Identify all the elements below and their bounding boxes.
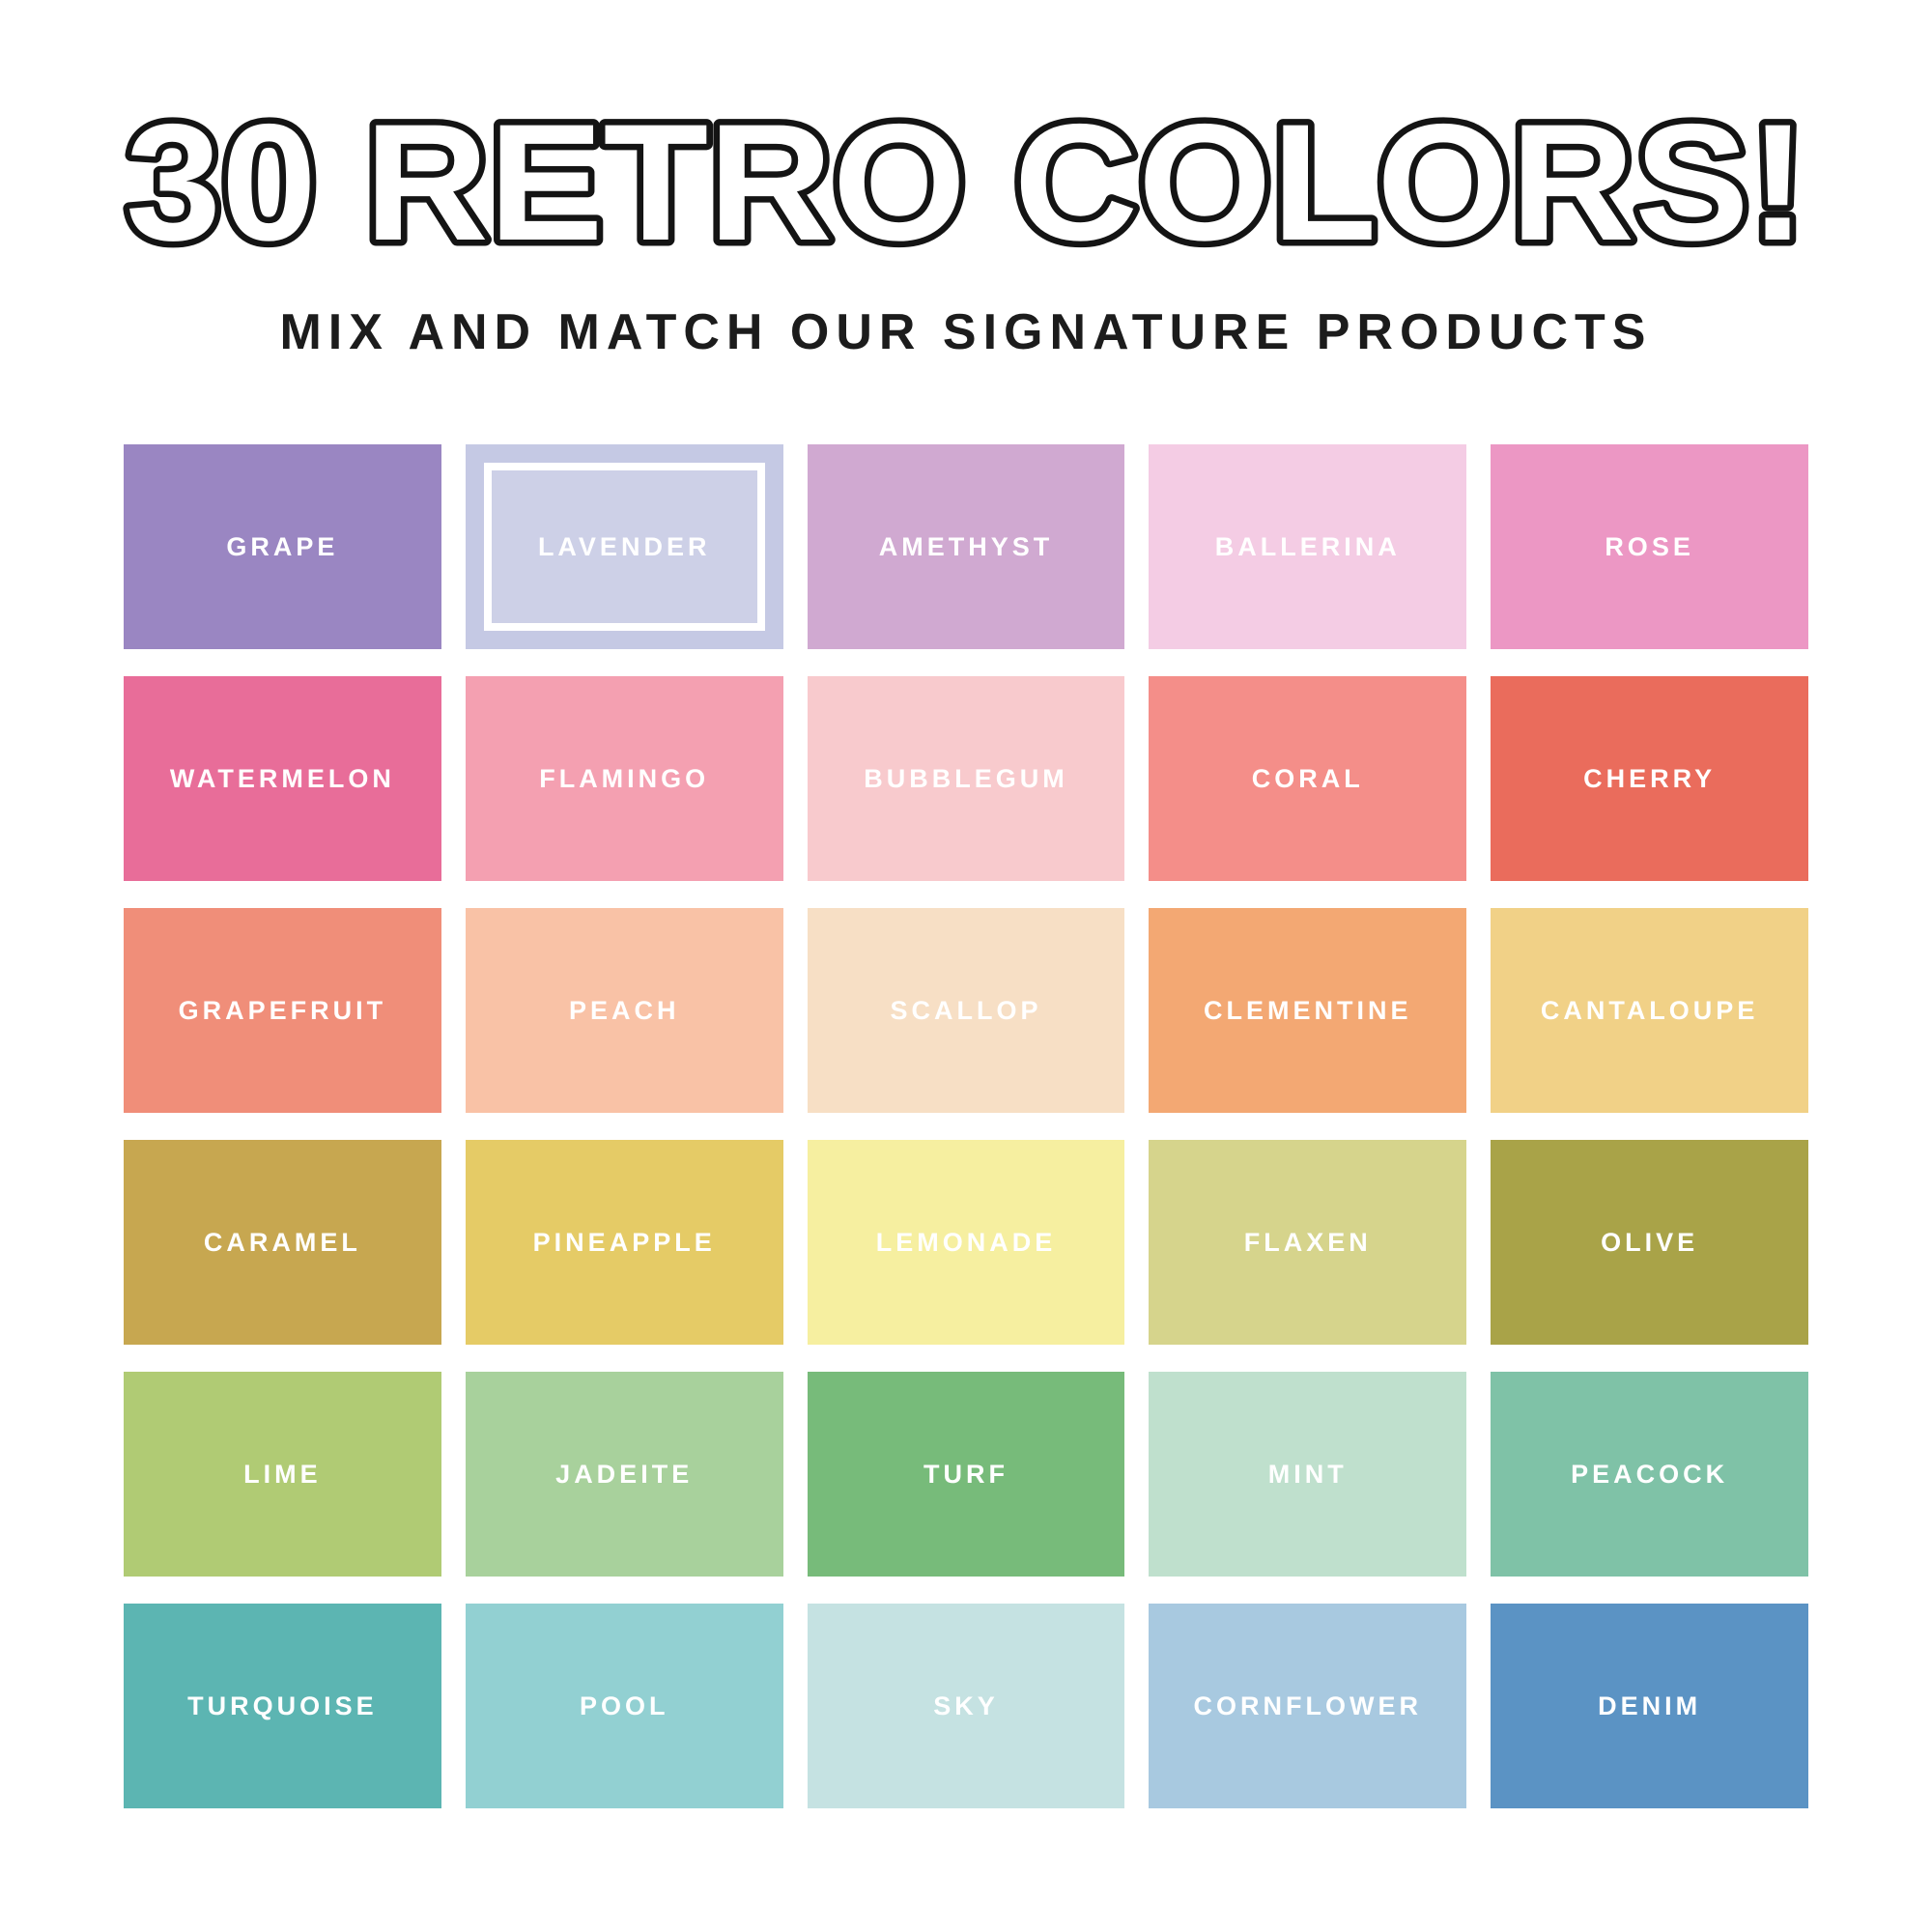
swatch-cornflower[interactable]: CORNFLOWER [1149,1604,1467,1808]
swatch-mint[interactable]: MINT [1149,1372,1467,1577]
swatch-cherry[interactable]: CHERRY [1491,676,1808,881]
swatch-sky[interactable]: SKY [807,1604,1125,1808]
swatch-flamingo[interactable]: FLAMINGO [465,676,783,881]
swatch-label: CLEMENTINE [1204,995,1412,1025]
swatch-label: TURQUOISE [187,1690,378,1720]
swatch-label: SKY [933,1690,999,1720]
swatch-turquoise[interactable]: TURQUOISE [124,1604,441,1808]
swatch-label: GRAPE [226,531,339,561]
swatch-label: FLAXEN [1243,1227,1372,1257]
swatch-label: MINT [1267,1459,1348,1489]
swatch-peach[interactable]: PEACH [465,908,783,1113]
swatch-label: CANTALOUPE [1540,995,1759,1025]
swatch-label: SCALLOP [890,995,1042,1025]
swatch-label: PEACOCK [1571,1459,1729,1489]
swatch-label: BUBBLEGUM [864,763,1068,793]
swatch-label: LIME [243,1459,322,1489]
swatch-scallop[interactable]: SCALLOP [807,908,1125,1113]
swatch-ballerina[interactable]: BALLERINA [1149,444,1467,649]
header: 30 RETRO COLORS! MIX AND MATCH OUR SIGNA… [0,0,1932,361]
swatch-watermelon[interactable]: WATERMELON [124,676,441,881]
swatch-label: BALLERINA [1214,531,1401,561]
swatch-label: POOL [579,1690,669,1720]
swatch-flaxen[interactable]: FLAXEN [1149,1140,1467,1345]
swatch-peacock[interactable]: PEACOCK [1491,1372,1808,1577]
page-title: 30 RETRO COLORS! [126,90,1806,275]
swatch-label: WATERMELON [169,763,395,793]
swatch-coral[interactable]: CORAL [1149,676,1467,881]
swatch-label: AMETHYST [878,531,1054,561]
swatch-lime[interactable]: LIME [124,1372,441,1577]
swatch-pool[interactable]: POOL [465,1604,783,1808]
swatch-clementine[interactable]: CLEMENTINE [1149,908,1467,1113]
swatch-label: CORNFLOWER [1193,1690,1423,1720]
swatch-cantaloupe[interactable]: CANTALOUPE [1491,908,1808,1113]
swatch-label: CHERRY [1583,763,1717,793]
swatch-bubblegum[interactable]: BUBBLEGUM [807,676,1125,881]
swatch-denim[interactable]: DENIM [1491,1604,1808,1808]
swatch-label: CARAMEL [203,1227,361,1257]
swatch-grapefruit[interactable]: GRAPEFRUIT [124,908,441,1113]
swatch-label: JADEITE [555,1459,694,1489]
title-art: 30 RETRO COLORS! [120,87,1813,280]
swatch-olive[interactable]: OLIVE [1491,1140,1808,1345]
swatch-caramel[interactable]: CARAMEL [124,1140,441,1345]
swatch-label: TURF [923,1459,1009,1489]
swatch-label: PINEAPPLE [532,1227,716,1257]
swatch-label: GRAPEFRUIT [178,995,387,1025]
swatch-label: PEACH [568,995,680,1025]
swatch-grape[interactable]: GRAPE [124,444,441,649]
page-subtitle: MIX AND MATCH OUR SIGNATURE PRODUCTS [279,304,1653,360]
swatch-label: DENIM [1598,1690,1702,1720]
swatch-grid: GRAPE LAVENDER AMETHYST BALLERINA ROSE WATERM… [124,444,1808,1808]
swatch-label: FLAMINGO [539,763,710,793]
swatch-rose[interactable]: ROSE [1491,444,1808,649]
swatch-label: OLIVE [1601,1227,1699,1257]
swatch-jadeite[interactable]: JADEITE [465,1372,783,1577]
swatch-label: LAVENDER [537,531,711,561]
swatch-pineapple[interactable]: PINEAPPLE [465,1140,783,1345]
swatch-turf[interactable]: TURF [807,1372,1125,1577]
swatch-label: CORAL [1251,763,1364,793]
swatch-lavender[interactable]: LAVENDER [465,444,783,649]
swatch-label: LEMONADE [875,1227,1057,1257]
swatch-label: ROSE [1605,531,1694,561]
swatch-lemonade[interactable]: LEMONADE [807,1140,1125,1345]
swatch-amethyst[interactable]: AMETHYST [807,444,1125,649]
